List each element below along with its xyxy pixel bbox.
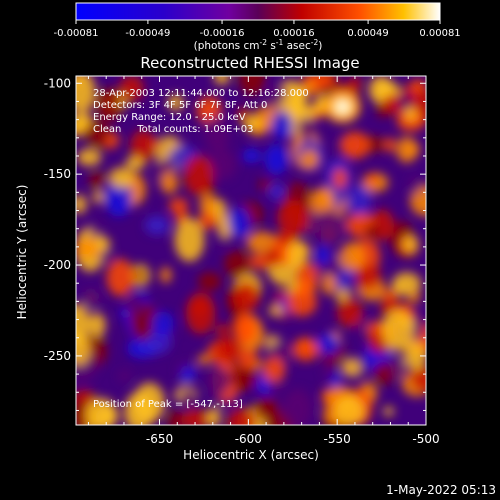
annotation-energy-range: Energy Range: 12.0 - 25.0 keV [93, 112, 246, 123]
footer-date: 1-May-2022 05:13 [386, 483, 496, 497]
y-axis-label: Heliocentric Y (arcsec) [15, 185, 29, 320]
colorbar-unit: (photons cm-2 s-1 asec-2) [194, 38, 323, 52]
colorbar-tick-label: 0.00016 [273, 28, 314, 39]
x-axis-label: Heliocentric X (arcsec) [183, 448, 319, 462]
peak-position-label: Position of Peak = [-547,-113] [93, 399, 243, 410]
colorbar-tick-label: 0.00081 [419, 28, 460, 39]
plot-frame [75, 75, 427, 426]
y-tick-label: -100 [44, 76, 71, 90]
x-tick-label: -500 [412, 432, 439, 446]
axis-ticks: -650 -600 -550 -500 -100 -150 -200 -250 [44, 76, 440, 446]
y-tick-label: -200 [44, 258, 71, 272]
chart-title: Reconstructed RHESSI Image [140, 54, 359, 72]
colorbar-tick-label: -0.00016 [200, 28, 245, 39]
colorbar-tick-label: -0.00081 [54, 28, 99, 39]
colorbar-tick-label: -0.00049 [125, 28, 170, 39]
y-tick-label: -250 [44, 349, 71, 363]
colorbar-tick-label: 0.00049 [347, 28, 388, 39]
colorbar [75, 2, 441, 21]
annotation-block: 28-Apr-2003 12:11:44.000 to 12:16:28.000… [93, 88, 309, 135]
y-tick-label: -150 [44, 167, 71, 181]
annotation-detectors: Detectors: 3F 4F 5F 6F 7F 8F, Att 0 [93, 100, 267, 111]
annotation-clean-counts: Clean Total counts: 1.09E+03 [93, 124, 253, 135]
x-tick-label: -600 [235, 432, 262, 446]
colorbar-ticks: -0.00081 -0.00049 -0.00016 0.00016 0.00049 0.… [54, 20, 461, 39]
annotation-time-range: 28-Apr-2003 12:11:44.000 to 12:16:28.000 [93, 88, 309, 99]
x-tick-label: -650 [146, 432, 173, 446]
x-tick-label: -550 [324, 432, 351, 446]
heatmap-image [76, 76, 426, 425]
